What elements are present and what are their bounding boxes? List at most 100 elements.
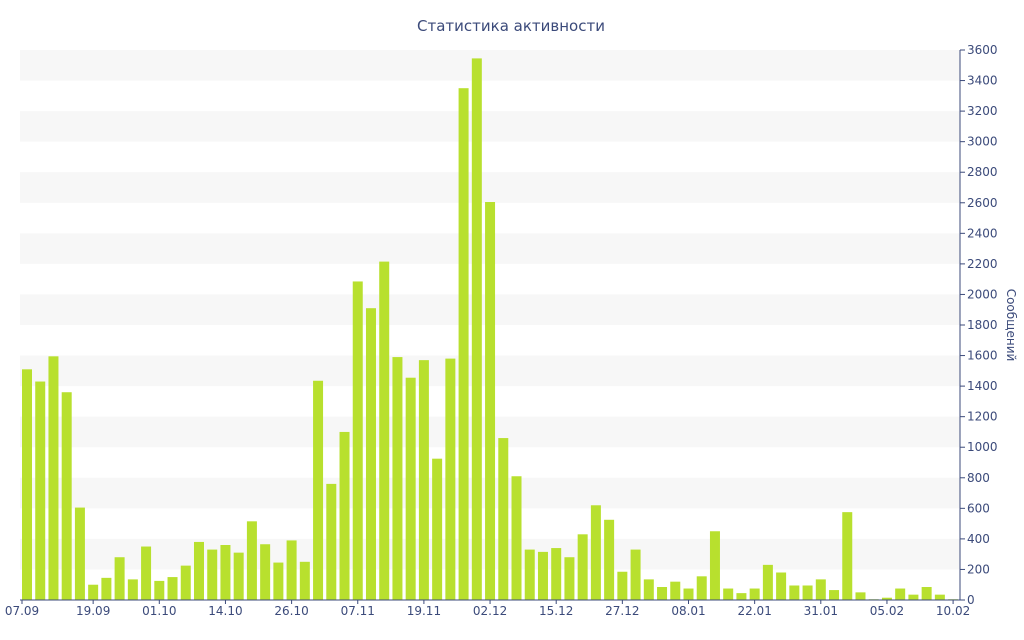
bar	[339, 431, 350, 600]
bar	[485, 202, 496, 600]
y-tick-label: 1800	[967, 318, 998, 332]
x-tick-label: 26.10	[274, 604, 308, 618]
bar	[74, 507, 85, 600]
bar	[881, 597, 892, 600]
bar	[829, 590, 840, 600]
bar	[564, 557, 575, 600]
y-tick-label: 1000	[967, 440, 998, 454]
y-tick-label: 2200	[967, 257, 998, 271]
bar	[379, 261, 390, 600]
bars	[22, 58, 959, 601]
bar	[762, 564, 773, 600]
bar	[220, 545, 231, 600]
y-tick-label: 2800	[967, 165, 998, 179]
bar	[273, 562, 284, 600]
y-tick-label: 400	[967, 532, 990, 546]
bar	[471, 58, 482, 600]
y-tick-label: 3000	[967, 135, 998, 149]
bar	[802, 585, 813, 600]
bar	[458, 88, 469, 600]
bar	[670, 581, 681, 600]
y-tick-label: 3600	[967, 43, 998, 57]
bar	[842, 512, 853, 600]
bar	[88, 584, 99, 600]
bar	[299, 561, 310, 600]
bar	[604, 519, 615, 600]
y-tick-label: 3400	[967, 74, 998, 88]
x-tick-label: 08.01	[671, 604, 705, 618]
x-tick-label: 15.12	[539, 604, 573, 618]
x-tick-label: 01.10	[142, 604, 176, 618]
x-ticks: 07.09 19.09 01.10 14.10 26.10 07.11 19.11 02.12…	[5, 600, 970, 618]
x-tick-label: 22.01	[737, 604, 771, 618]
bar	[855, 592, 866, 600]
bar	[511, 476, 522, 600]
bar	[193, 541, 204, 600]
bar	[48, 356, 59, 600]
grid-band	[20, 50, 960, 81]
bar	[921, 587, 932, 600]
y-tick-label: 1200	[967, 410, 998, 424]
bar	[723, 588, 734, 600]
chart-title: Статистика активности	[417, 17, 605, 35]
bar	[141, 546, 152, 600]
bar	[736, 593, 747, 601]
bar	[524, 549, 535, 600]
bar	[683, 588, 694, 600]
x-tick-label: 10.02	[936, 604, 970, 618]
bar	[61, 392, 72, 600]
x-tick-label: 19.09	[76, 604, 110, 618]
bar	[180, 565, 191, 601]
bar	[246, 521, 257, 600]
x-tick-label: 19.11	[407, 604, 441, 618]
x-tick-label: 31.01	[804, 604, 838, 618]
y-axis-label: Сообщений	[1004, 289, 1018, 362]
bar	[154, 580, 165, 600]
bar	[657, 587, 668, 600]
x-tick-label: 02.12	[473, 604, 507, 618]
bar	[35, 381, 46, 600]
bar	[432, 458, 443, 600]
bar	[418, 360, 429, 600]
bar	[551, 548, 562, 600]
bar	[114, 557, 125, 600]
bar	[167, 577, 178, 600]
bar	[749, 588, 760, 600]
bar	[260, 544, 271, 600]
y-tick-label: 800	[967, 471, 990, 485]
bar	[405, 377, 416, 600]
bar	[643, 579, 654, 601]
bar	[286, 540, 297, 600]
bar	[590, 505, 601, 600]
grid-band	[20, 111, 960, 142]
bar	[207, 549, 218, 600]
x-tick-label: 14.10	[208, 604, 242, 618]
bar	[895, 588, 906, 600]
bar	[709, 531, 720, 600]
bar	[445, 358, 456, 600]
bar	[617, 571, 628, 600]
bar	[101, 577, 112, 600]
y-tick-label: 1400	[967, 379, 998, 393]
y-tick-label: 2000	[967, 287, 998, 301]
bar	[696, 576, 707, 600]
x-tick-label: 05.02	[870, 604, 904, 618]
x-tick-label: 07.09	[5, 604, 39, 618]
x-tick-label: 07.11	[341, 604, 375, 618]
bar	[127, 579, 138, 601]
x-tick-label: 27.12	[605, 604, 639, 618]
y-tick-label: 1600	[967, 349, 998, 363]
bar	[365, 308, 376, 600]
bar	[233, 552, 244, 600]
bar	[326, 483, 337, 600]
bar	[934, 594, 945, 600]
y-tick-label: 0	[967, 593, 975, 607]
y-ticks: 0 200 400 600 800 1000 1200 1400 1600 1800 2000 220…	[960, 43, 998, 607]
bar	[22, 369, 32, 600]
y-tick-label: 2600	[967, 196, 998, 210]
bar	[313, 380, 324, 600]
bar	[392, 357, 403, 600]
y-tick-label: 600	[967, 501, 990, 515]
bar	[908, 594, 919, 600]
